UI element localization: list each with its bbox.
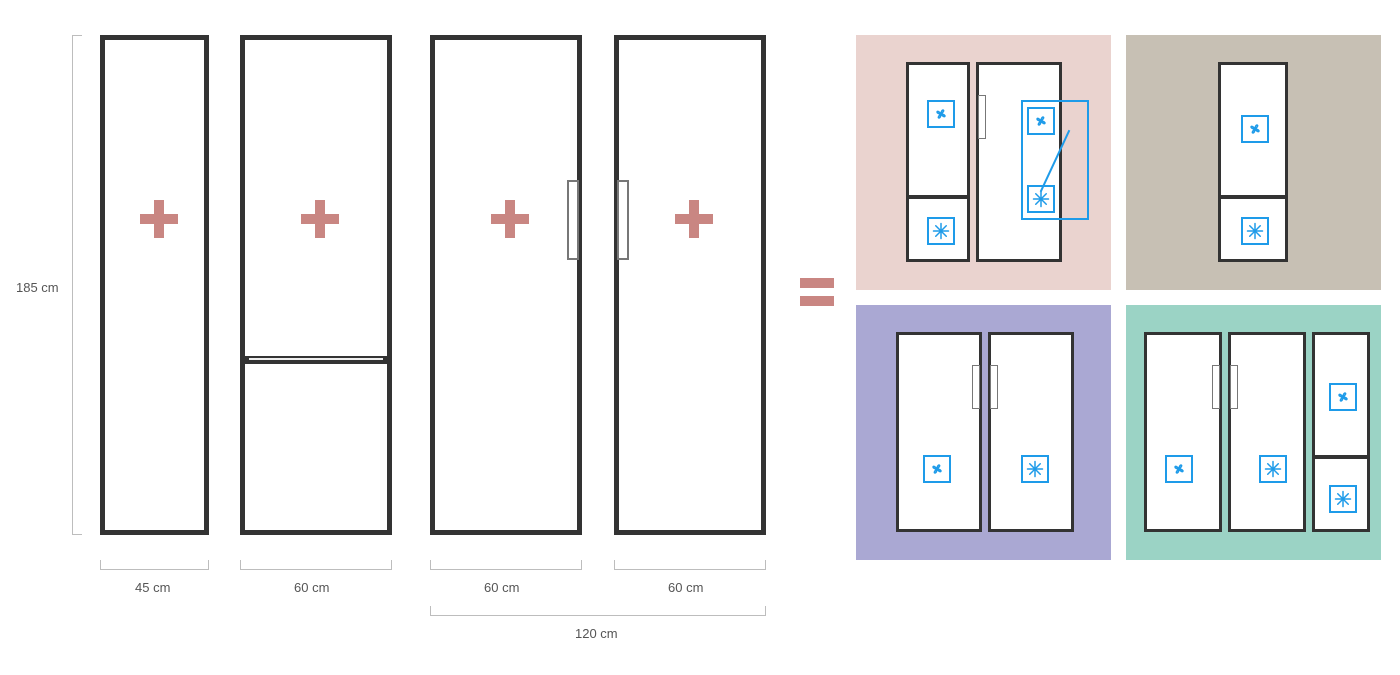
snowflake-badge: [1241, 217, 1269, 245]
mini-unit: [1218, 62, 1288, 262]
snowflake-icon: [1032, 190, 1050, 208]
door-handle: [990, 365, 998, 409]
width-bracket-45: [100, 560, 209, 570]
snowflake-icon: [1026, 460, 1044, 478]
height-bracket: [72, 35, 82, 535]
mini-unit: [976, 62, 1062, 262]
height-label: 185 cm: [16, 280, 59, 295]
fan-icon: [1032, 112, 1050, 130]
width-label-60c: 60 cm: [668, 580, 703, 595]
snowflake-icon: [1334, 490, 1352, 508]
mini-unit: [896, 332, 982, 532]
result-tile-d: [1126, 305, 1381, 560]
width-label-60b: 60 cm: [484, 580, 519, 595]
mini-fridge-group: [1144, 332, 1370, 532]
plus-icon: [491, 200, 529, 238]
mini-divider: [1221, 195, 1285, 199]
door-handle: [1230, 365, 1238, 409]
door-handle: [1212, 365, 1220, 409]
equals-icon: [800, 270, 834, 314]
fan-badge: [1329, 383, 1357, 411]
result-tile-b: [1126, 35, 1381, 290]
fan-icon: [932, 105, 950, 123]
mini-divider: [1315, 455, 1367, 459]
fan-badge: [1241, 115, 1269, 143]
mini-fridge-group: [896, 332, 1074, 532]
door-handle: [617, 180, 629, 260]
plus-icon: [140, 200, 178, 238]
width-bracket-60c: [614, 560, 766, 570]
unit-60cm-right: [614, 35, 766, 535]
snowflake-badge: [1021, 455, 1049, 483]
fan-icon: [928, 460, 946, 478]
result-tile-a: [856, 35, 1111, 290]
mini-unit: [906, 62, 970, 262]
snowflake-badge: [1027, 185, 1055, 213]
result-tile-c: [856, 305, 1111, 560]
fan-badge: [923, 455, 951, 483]
unit-60cm-combi: [240, 35, 392, 535]
mini-unit: [1228, 332, 1306, 532]
fan-badge: [1165, 455, 1193, 483]
mini-divider: [909, 195, 967, 199]
plus-icon: [675, 200, 713, 238]
mini-unit: [988, 332, 1074, 532]
snowflake-badge: [1329, 485, 1357, 513]
snowflake-badge: [1259, 455, 1287, 483]
mini-fridge-group: [1218, 62, 1288, 262]
combi-divider: [245, 356, 387, 364]
width-label-60a: 60 cm: [294, 580, 329, 595]
mini-fridge-group: [906, 62, 1062, 262]
width-bracket-60a: [240, 560, 392, 570]
unit-45cm: [100, 35, 209, 535]
snowflake-icon: [932, 222, 950, 240]
width-bracket-120: [430, 606, 766, 616]
plus-icon: [301, 200, 339, 238]
snowflake-icon: [1264, 460, 1282, 478]
snowflake-icon: [1246, 222, 1264, 240]
width-label-120: 120 cm: [575, 626, 618, 641]
diagram-canvas: 185 cm 45 cm 60 cm 60 cm 60 cm 120 cm: [0, 0, 1400, 675]
width-label-45: 45 cm: [135, 580, 170, 595]
fan-badge: [1027, 107, 1055, 135]
unit-60cm-left: [430, 35, 582, 535]
fan-icon: [1246, 120, 1264, 138]
snowflake-badge: [927, 217, 955, 245]
width-bracket-60b: [430, 560, 582, 570]
fan-badge: [927, 100, 955, 128]
door-handle: [972, 365, 980, 409]
mini-unit: [1144, 332, 1222, 532]
mini-unit: [1312, 332, 1370, 532]
door-handle: [978, 95, 986, 139]
fan-icon: [1170, 460, 1188, 478]
door-handle: [567, 180, 579, 260]
fan-icon: [1334, 388, 1352, 406]
